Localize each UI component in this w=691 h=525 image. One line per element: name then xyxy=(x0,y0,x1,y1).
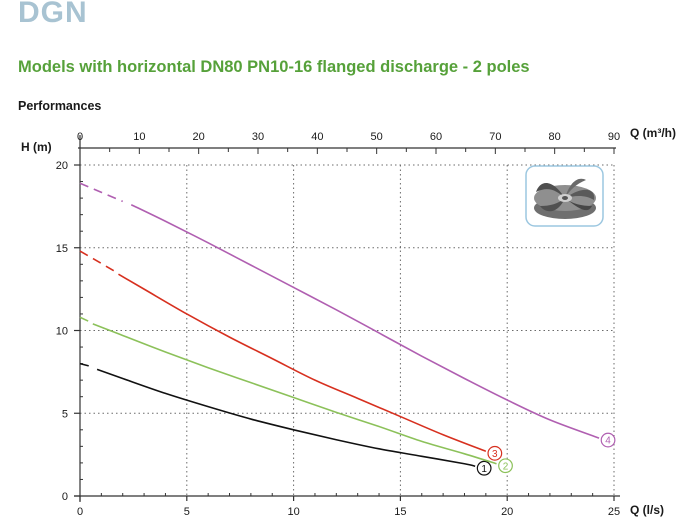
curve-3-dashed-segment xyxy=(79,250,115,272)
y-tick-label: 10 xyxy=(56,326,68,338)
chart-axes: 0 5 10 15 20 25 0 5 10 15 20 0 10 20 30 40 50 60 70 80 90 xyxy=(56,131,620,518)
y-tick-label: 15 xyxy=(56,243,68,255)
curve-2-marker xyxy=(498,458,513,474)
y-tick-label: 20 xyxy=(56,160,68,172)
curve-4-dashed-segment xyxy=(79,182,124,203)
x2-tick-label: 70 xyxy=(489,131,501,143)
curve-1-dashed-segment xyxy=(79,362,94,368)
y-tick-label: 0 xyxy=(62,491,68,503)
curve-1-marker xyxy=(476,460,492,476)
x2-tick-label: 20 xyxy=(193,131,205,143)
x2-tick-label: 50 xyxy=(371,131,383,143)
x2-tick-label: 10 xyxy=(133,131,145,143)
curve-2-label: 2 xyxy=(503,461,509,472)
curve-3 xyxy=(118,273,487,453)
chart-grid xyxy=(80,164,615,496)
curve-4-marker xyxy=(600,432,616,448)
x2-tick-label: 40 xyxy=(311,131,323,143)
curve-4 xyxy=(130,203,600,439)
curve-1-label: 1 xyxy=(481,464,487,475)
curve-4-label: 4 xyxy=(605,436,611,447)
curve-2-dashed-segment xyxy=(79,316,92,323)
x-axis-title: Q (l/s) xyxy=(630,503,664,517)
chart-labels: H (m) Q (l/s) Q (m³/h) xyxy=(21,126,676,517)
x2-tick-label: 80 xyxy=(549,131,561,143)
x-tick-label: 10 xyxy=(287,506,299,518)
section-subtitle: Models with horizontal DN80 PN10-16 flan… xyxy=(18,58,530,76)
x2-axis-title: Q (m³/h) xyxy=(630,126,676,140)
x2-tick-label: 60 xyxy=(430,131,442,143)
x-tick-label: 5 xyxy=(184,506,190,518)
y-tick-label: 5 xyxy=(62,408,68,420)
curve-1 xyxy=(96,368,476,467)
performances-heading: Performances xyxy=(18,99,102,113)
curve-2 xyxy=(92,323,497,465)
x2-tick-label: 90 xyxy=(608,131,620,143)
product-series-title: DGN xyxy=(18,0,88,29)
x2-tick-label: 0 xyxy=(77,131,83,143)
curve-3-marker xyxy=(487,445,503,461)
curve-3-label: 3 xyxy=(492,449,498,460)
x-tick-label: 0 xyxy=(77,506,83,518)
chart-series: 1 23 4 xyxy=(79,182,616,476)
impeller-image xyxy=(525,165,604,227)
x-tick-label: 20 xyxy=(501,506,513,518)
x-tick-label: 25 xyxy=(608,506,620,518)
x2-tick-label: 30 xyxy=(252,131,264,143)
x-tick-label: 15 xyxy=(394,506,406,518)
y-axis-title: H (m) xyxy=(21,140,52,154)
